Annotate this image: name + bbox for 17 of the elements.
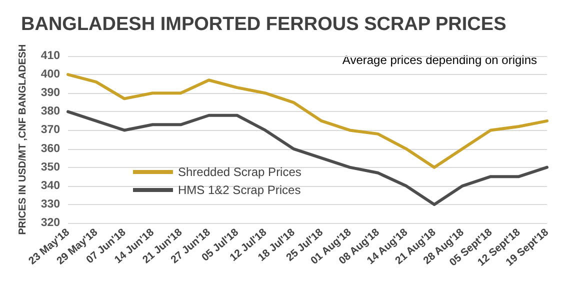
legend-label: HMS 1&2 Scrap Prices — [178, 183, 301, 197]
y-tick-label: 400 — [40, 68, 60, 81]
y-tick-label: 410 — [40, 50, 60, 62]
y-tick-label: 330 — [40, 198, 60, 210]
y-tick-label: 360 — [40, 142, 60, 155]
y-tick-label: 350 — [40, 161, 60, 174]
legend-label: Shredded Scrap Prices — [178, 165, 302, 179]
y-tick-label: 370 — [40, 124, 60, 136]
y-tick-label: 320 — [40, 217, 60, 229]
y-tick-label: 390 — [40, 87, 60, 100]
y-axis-title: PRICES IN USD/MT ,CNF BANGLADESH — [18, 44, 28, 235]
chart-title: BANGLADESH IMPORTED FERROUS SCRAP PRICES — [21, 14, 506, 35]
annotation: Average prices depending on origins — [342, 53, 537, 67]
y-tick-label: 340 — [40, 180, 60, 192]
y-tick-label: 380 — [40, 106, 60, 118]
line-series — [66, 73, 548, 169]
line-series — [66, 110, 548, 206]
